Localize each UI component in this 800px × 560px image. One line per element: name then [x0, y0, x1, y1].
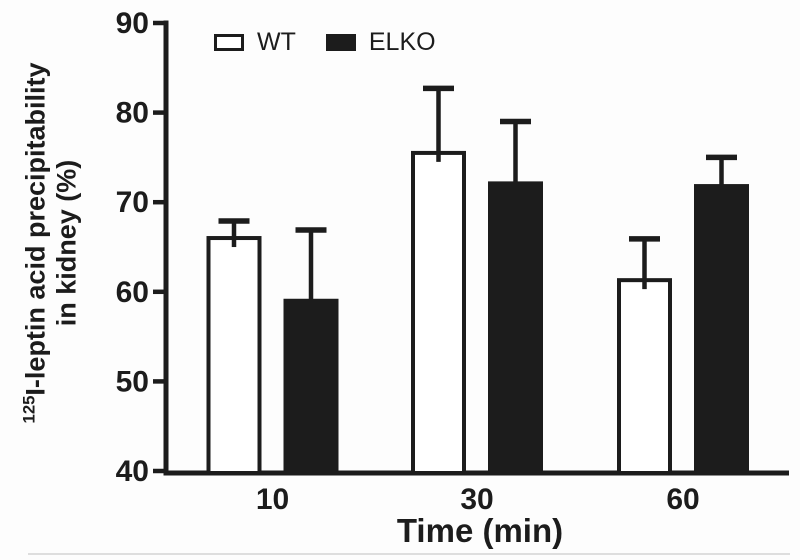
wt-swatch-icon: [214, 34, 244, 51]
y-tick-label-50: 50: [116, 365, 149, 398]
y-tick-label-90: 90: [116, 7, 149, 40]
bar-wt-60: [617, 278, 672, 476]
legend: WT ELKO: [214, 28, 436, 57]
elko-swatch-icon: [325, 34, 356, 51]
bar-elko-10: [283, 298, 339, 476]
y-tick-label-80: 80: [116, 97, 149, 130]
scan-edge-artifact: [28, 553, 790, 555]
x-tick-label-10: 10: [256, 483, 289, 516]
legend-item-wt: WT: [214, 28, 296, 57]
x-axis-title: Time (min): [396, 512, 564, 549]
x-tick-label-30: 30: [460, 483, 493, 516]
y-tick-label-60: 60: [116, 276, 149, 309]
y-axis-title-line2: in kidney (%): [51, 159, 82, 327]
bar-wt-10: [206, 236, 262, 475]
bar-wt-30: [411, 150, 466, 475]
y-axis-title: 125I-leptin acid precipitability in kidn…: [14, 63, 83, 424]
bar-elko-60: [694, 184, 749, 476]
y-axis-title-line1-text: I-leptin acid precipitability: [20, 62, 51, 396]
y-axis-title-superscript: 125: [19, 395, 39, 424]
legend-label-elko: ELKO: [368, 28, 436, 56]
legend-label-wt: WT: [257, 28, 296, 56]
y-tick-label-70: 70: [116, 186, 149, 219]
y-axis-title-line1: 125I-leptin acid precipitability: [14, 63, 52, 424]
x-tick-label-60: 60: [666, 483, 699, 516]
y-tick-label-40: 40: [116, 455, 149, 488]
bar-elko-30: [488, 181, 543, 475]
legend-item-elko: ELKO: [325, 28, 436, 57]
